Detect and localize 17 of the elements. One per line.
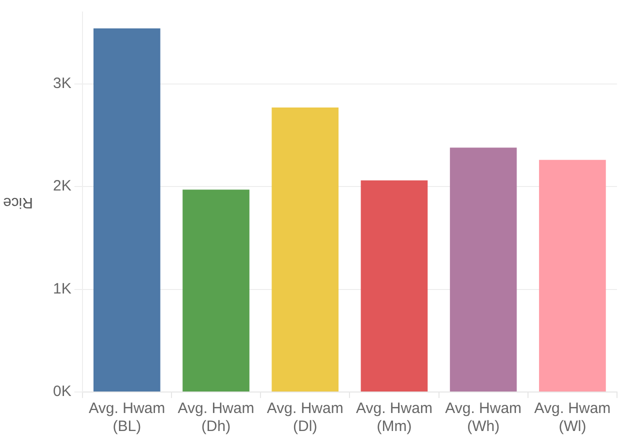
y-tick-label: 3K — [52, 75, 72, 92]
x-tick-label: Avg. Hwam (Mm) — [356, 400, 432, 436]
x-tick-label: Avg. Hwam (BL) — [88, 400, 166, 436]
y-tick-label: 2K — [52, 178, 72, 195]
x-tick-label: Avg. Hwam (Wl) — [534, 400, 611, 436]
y-axis-title: Rice — [2, 194, 34, 211]
bar — [539, 160, 606, 392]
y-tick-label: 0K — [52, 383, 72, 400]
x-tick-label: Avg. Hwam (Dl) — [266, 400, 344, 436]
bar — [272, 108, 339, 392]
y-tick-label: 1K — [52, 280, 72, 298]
bar — [360, 180, 428, 392]
bar — [182, 190, 250, 392]
x-tick-label: Avg. Hwam (Wh) — [445, 400, 522, 436]
bar — [93, 28, 160, 392]
bar — [450, 148, 517, 392]
x-tick-label: Avg. Hwam (Dh) — [178, 400, 254, 436]
